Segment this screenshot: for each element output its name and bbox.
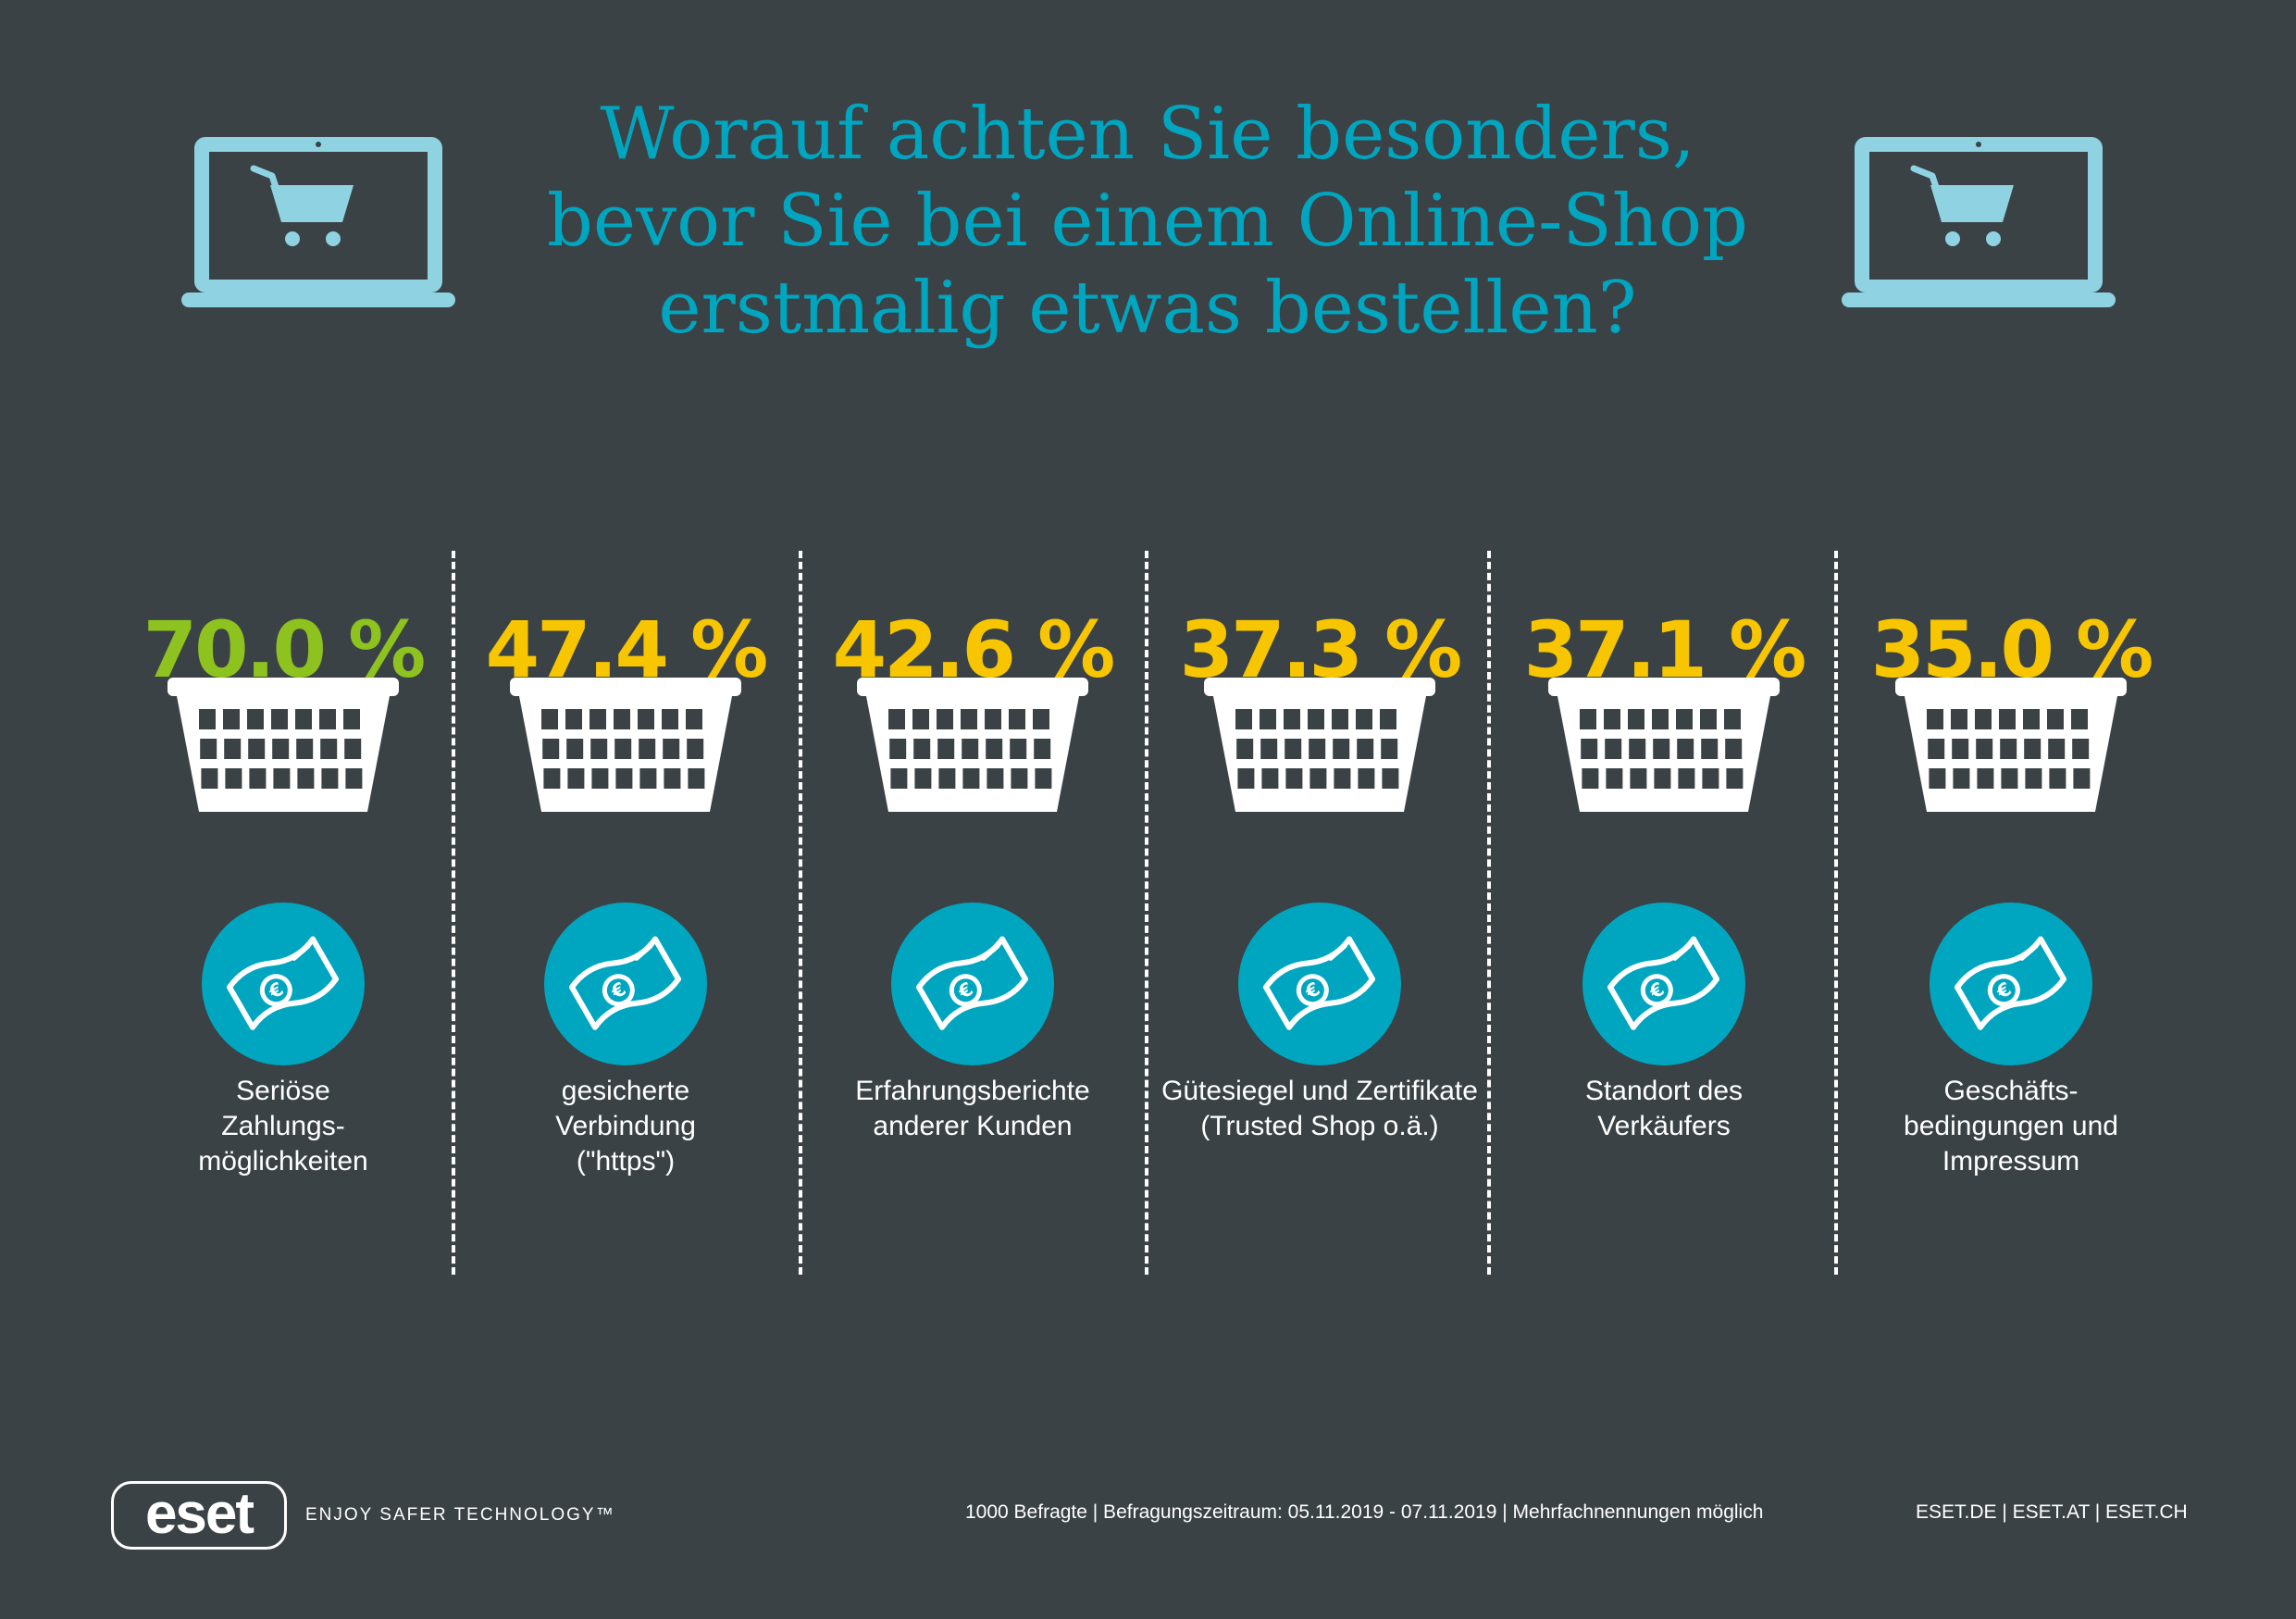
value-label: 37.3 % bbox=[1179, 604, 1463, 695]
dashed-divider bbox=[1487, 551, 1491, 1275]
category-label-line: Verkäufers bbox=[1597, 1111, 1731, 1141]
basket-icon bbox=[1204, 678, 1435, 812]
banknote-euro-icon: € bbox=[202, 903, 365, 1065]
category-label-line: möglichkeiten bbox=[198, 1146, 368, 1177]
dashed-divider bbox=[1834, 551, 1838, 1275]
laptop-cart-icon bbox=[1842, 137, 2116, 307]
category-label-line: ("https") bbox=[576, 1146, 676, 1177]
basket-icon bbox=[510, 678, 741, 812]
basket-icon bbox=[857, 678, 1088, 812]
banknote-euro-icon: € bbox=[1238, 903, 1401, 1065]
category-label: gesicherte Verbindung ("https") bbox=[450, 1074, 801, 1179]
dashed-divider bbox=[1145, 551, 1148, 1275]
logo-wordmark: eset bbox=[111, 1481, 287, 1550]
tagline: ENJOY SAFER TECHNOLOGY™ bbox=[305, 1505, 615, 1525]
category-label-line: Standort des bbox=[1584, 1076, 1744, 1106]
basket-icon bbox=[1548, 678, 1780, 812]
banknote-euro-icon: € bbox=[1930, 903, 2092, 1065]
dashed-divider bbox=[799, 551, 802, 1275]
category-label-line: Geschäfts- bbox=[1943, 1076, 2079, 1106]
category-label: Seriöse Zahlungs-möglichkeiten bbox=[107, 1074, 459, 1179]
page-title: Worauf achten Sie besonders, bevor Sie b… bbox=[518, 91, 1777, 352]
category-label-line: Verbindung bbox=[555, 1111, 696, 1141]
basket-icon bbox=[168, 678, 399, 812]
banknote-euro-icon: € bbox=[891, 903, 1054, 1065]
category-label-line: Seriöse bbox=[236, 1076, 330, 1106]
category-label: Erfahrungsberichte anderer Kunden bbox=[797, 1074, 1148, 1144]
survey-footnote: 1000 Befragte | Befragungszeitraum: 05.1… bbox=[965, 1501, 1764, 1523]
website-links: ESET.DE | ESET.AT | ESET.CH bbox=[1916, 1501, 2188, 1523]
title-line: Worauf achten Sie besonders, bbox=[600, 93, 1695, 176]
title-line: bevor Sie bei einem Online-Shop bbox=[546, 180, 1748, 263]
value-label: 42.6 % bbox=[832, 604, 1116, 695]
value-label: 70.0 % bbox=[143, 604, 427, 695]
eset-logo: eset bbox=[111, 1481, 287, 1550]
laptop-cart-icon bbox=[181, 137, 455, 307]
category-label: Standort des Verkäufers bbox=[1488, 1074, 1840, 1144]
category-label-line: Zahlungs- bbox=[221, 1111, 345, 1141]
category-label-line: gesicherte bbox=[561, 1076, 690, 1106]
category-label: Geschäfts-bedingungen und Impressum bbox=[1835, 1074, 2187, 1179]
banknote-euro-icon: € bbox=[544, 903, 707, 1065]
category-label-line: bedingungen und bbox=[1904, 1111, 2118, 1141]
dashed-divider bbox=[452, 551, 455, 1275]
title-line: erstmalig etwas bestellen? bbox=[658, 267, 1637, 350]
category-label-line: Gütesiegel und Zertifikate bbox=[1161, 1076, 1478, 1106]
banknote-euro-icon: € bbox=[1582, 903, 1745, 1065]
category-label-line: Erfahrungsberichte bbox=[855, 1076, 1090, 1106]
value-label: 47.4 % bbox=[485, 604, 769, 695]
value-label: 35.0 % bbox=[1870, 604, 2154, 695]
category-label: Gütesiegel und Zertifikate (Trusted Shop … bbox=[1144, 1074, 1496, 1144]
category-label-line: anderer Kunden bbox=[873, 1111, 1073, 1141]
value-label: 37.1 % bbox=[1523, 604, 1807, 695]
category-label-line: Impressum bbox=[1942, 1146, 2080, 1177]
basket-icon bbox=[1895, 678, 2127, 812]
category-label-line: (Trusted Shop o.ä.) bbox=[1200, 1111, 1439, 1141]
